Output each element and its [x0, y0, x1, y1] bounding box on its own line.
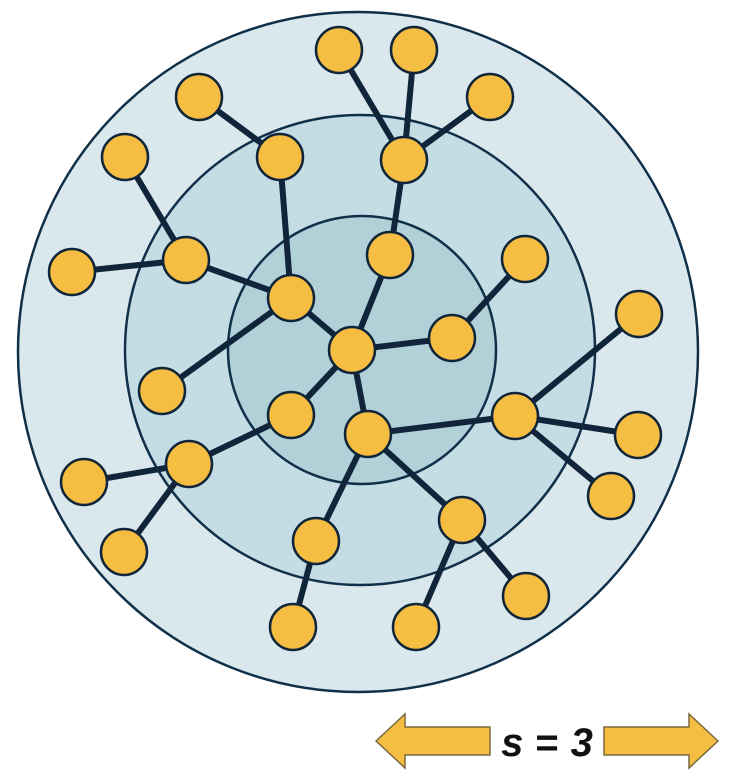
size-value: 3	[571, 721, 593, 765]
tree-node	[437, 495, 487, 545]
tree-node	[614, 289, 664, 339]
tree-node	[500, 234, 550, 284]
tree-node	[100, 132, 150, 182]
tree-node	[59, 457, 109, 507]
tree-node	[490, 391, 540, 441]
tree-node	[365, 230, 415, 280]
tree-node	[501, 571, 551, 621]
tree-node	[613, 410, 663, 460]
tree-node	[99, 527, 149, 577]
size-indicator: s = 3	[374, 712, 720, 770]
nodes	[47, 25, 664, 652]
edge	[365, 413, 518, 437]
tree-node	[161, 235, 211, 285]
tree-node	[343, 409, 393, 459]
tree-node	[164, 439, 214, 489]
tree-node	[174, 72, 224, 122]
edge	[159, 295, 294, 394]
tree-node	[586, 471, 636, 521]
tree-node	[255, 132, 305, 182]
tree-node	[266, 273, 316, 323]
tree-node	[314, 25, 364, 75]
left-arrow-icon	[374, 712, 491, 770]
tree-node	[266, 390, 316, 440]
tree-node	[268, 602, 318, 652]
root-node	[327, 325, 377, 375]
size-variable: s	[501, 721, 523, 765]
tree-node	[137, 366, 187, 416]
tree-node	[389, 25, 439, 75]
tree-node	[465, 72, 515, 122]
tree-node	[47, 247, 97, 297]
right-arrow-icon	[603, 712, 720, 770]
tree-node	[291, 516, 341, 566]
size-equals: =	[535, 721, 558, 765]
tree-node	[427, 313, 477, 363]
edge	[512, 311, 642, 419]
tree-node	[391, 602, 441, 652]
tree-node	[379, 135, 429, 185]
size-label: s = 3	[501, 721, 593, 765]
